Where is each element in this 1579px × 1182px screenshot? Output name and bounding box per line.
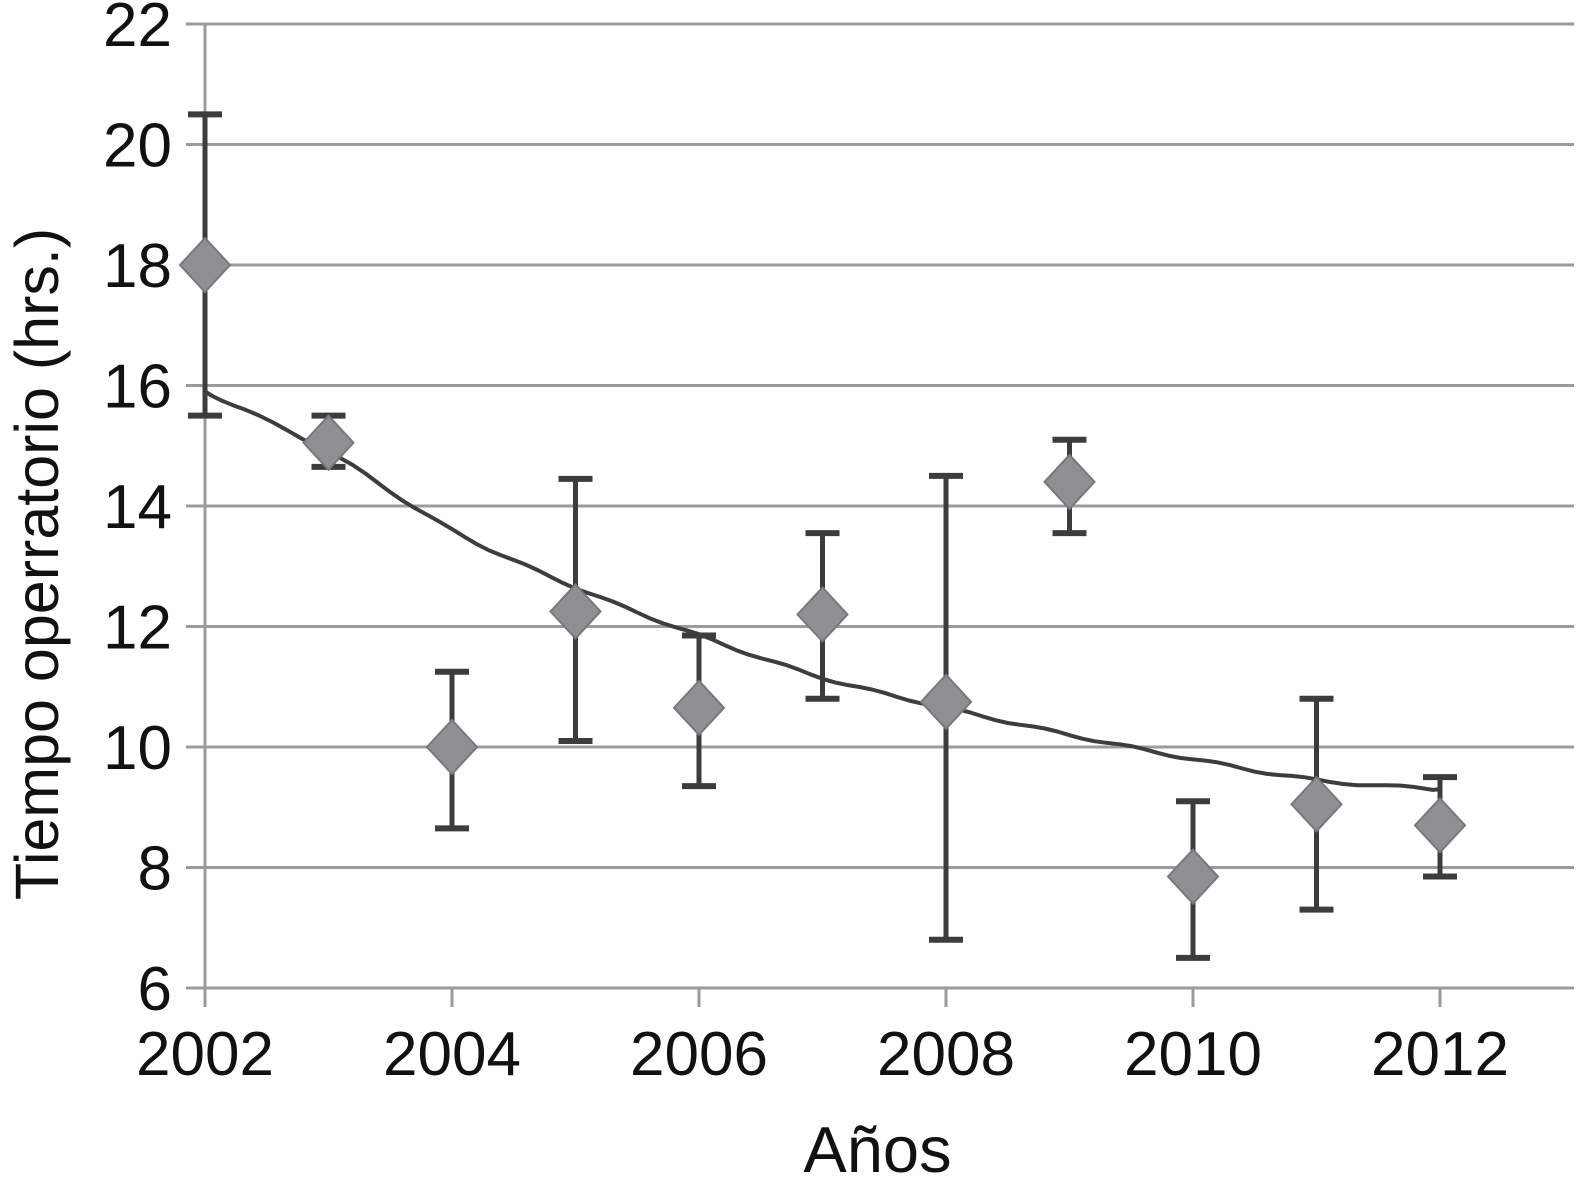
data-point-diamond-2008 (919, 673, 973, 731)
data-point-diamond-2009 (1043, 453, 1096, 511)
x-tick-label-2006: 2006 (630, 1020, 768, 1089)
data-point-diamond-2006 (672, 679, 726, 737)
y-tick-label-16: 16 (103, 353, 172, 422)
data-point-diamond-2004 (425, 718, 479, 776)
data-point-diamond-2002 (178, 236, 232, 294)
data-point-diamond-2005 (549, 582, 602, 640)
x-tick-label-2010: 2010 (1124, 1020, 1262, 1089)
y-tick-label-14: 14 (103, 473, 172, 542)
y-tick-label-8: 8 (138, 835, 172, 904)
y-axis-title: Tiempo operratorio (hrs.) (3, 227, 71, 901)
y-tick-label-6: 6 (138, 955, 172, 1024)
x-tick-label-2004: 2004 (383, 1020, 521, 1089)
data-point-diamond-2012 (1413, 796, 1467, 854)
x-tick-label-2012: 2012 (1371, 1020, 1509, 1089)
y-tick-label-22: 22 (103, 0, 172, 60)
y-tick-label-10: 10 (103, 714, 172, 783)
y-tick-label-12: 12 (103, 594, 172, 663)
y-tick-label-20: 20 (103, 112, 172, 181)
x-tick-label-2008: 2008 (877, 1020, 1015, 1089)
data-point-diamond-2011 (1290, 775, 1343, 833)
data-point-diamond-2007 (796, 585, 849, 643)
x-tick-label-2002: 2002 (136, 1020, 274, 1089)
data-point-diamond-2010 (1166, 848, 1220, 906)
data-point-diamond-2003 (302, 414, 355, 472)
x-axis-title: Años (803, 1113, 952, 1182)
y-tick-label-18: 18 (103, 232, 172, 301)
